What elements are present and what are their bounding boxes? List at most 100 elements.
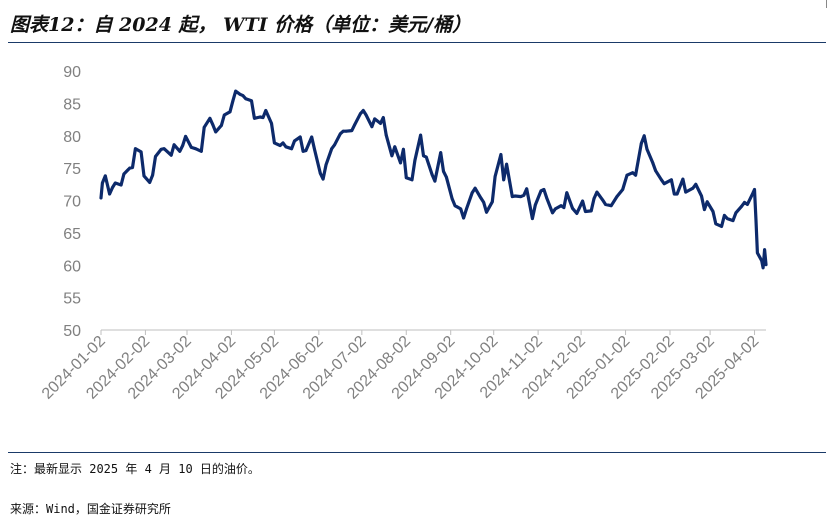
data-point	[122, 172, 126, 176]
data-point	[404, 176, 408, 180]
data-point	[202, 125, 206, 129]
data-point	[631, 171, 635, 175]
data-point	[321, 177, 325, 181]
data-point	[379, 122, 382, 125]
data-point	[234, 89, 238, 93]
y-tick-label: 65	[63, 226, 81, 243]
data-point	[479, 196, 483, 200]
data-point	[751, 191, 755, 195]
y-tick-label: 85	[63, 96, 81, 113]
data-point	[310, 135, 314, 139]
data-point	[714, 222, 718, 226]
data-point	[662, 182, 666, 186]
data-point	[284, 145, 288, 149]
data-point	[654, 169, 657, 173]
data-point	[293, 139, 296, 143]
data-point	[324, 163, 328, 167]
data-point	[250, 99, 253, 103]
data-point	[675, 192, 679, 196]
data-point	[178, 149, 182, 153]
data-point	[99, 196, 103, 200]
data-point	[761, 266, 765, 270]
data-point	[490, 200, 494, 204]
data-point	[304, 149, 308, 153]
data-point	[261, 116, 265, 119]
wti-price-chart: 90 85 80 75 70 65 60 55 50 2024-01-022024-02-022…	[39, 64, 768, 403]
data-point	[711, 210, 715, 213]
data-point	[672, 192, 676, 196]
data-point	[533, 203, 537, 207]
data-point	[103, 174, 107, 178]
data-point	[592, 197, 596, 201]
data-point	[344, 129, 348, 133]
data-point	[384, 133, 388, 137]
data-point	[753, 188, 756, 191]
data-point	[430, 173, 434, 177]
data-point	[493, 175, 497, 178]
data-point	[194, 147, 198, 151]
data-point	[510, 195, 514, 199]
data-point	[740, 204, 743, 208]
x-axis-tickmarks	[100, 330, 756, 335]
data-point	[734, 211, 738, 215]
data-point	[705, 200, 709, 204]
data-point	[222, 113, 226, 117]
data-point	[154, 155, 157, 158]
data-point	[470, 191, 474, 195]
series-group	[99, 89, 768, 270]
data-point	[413, 159, 417, 162]
data-point	[370, 125, 374, 129]
data-point	[723, 214, 726, 217]
data-point	[419, 133, 422, 137]
data-point	[353, 123, 357, 127]
data-point	[142, 174, 146, 178]
data-point	[410, 178, 414, 182]
data-point	[159, 147, 163, 151]
data-point	[151, 173, 155, 177]
data-point	[131, 166, 134, 169]
data-point	[746, 203, 749, 206]
data-point	[101, 181, 104, 185]
data-point	[651, 161, 655, 165]
data-point	[162, 147, 166, 151]
wti-price-line	[99, 89, 768, 270]
data-point	[148, 181, 152, 184]
data-point	[754, 219, 758, 223]
data-point	[139, 150, 143, 154]
y-tick-label: 80	[63, 129, 81, 146]
data-point	[211, 123, 215, 127]
data-point	[473, 186, 477, 190]
data-point	[113, 181, 117, 185]
data-point	[270, 122, 273, 125]
data-point	[519, 195, 523, 199]
data-point	[660, 178, 663, 182]
data-point	[108, 192, 111, 196]
y-tick-label: 90	[63, 64, 81, 81]
data-point	[681, 177, 685, 181]
bottom-rule	[8, 452, 826, 453]
data-point	[720, 225, 723, 228]
data-point	[338, 132, 342, 136]
data-point	[756, 251, 759, 255]
figure-title: 图表12：自 2024 起， WTI 价格（单位：美元/桶）	[10, 14, 472, 36]
data-point	[172, 143, 176, 147]
footnote: 注：最新显示 2025 年 4 月 10 日的油价。	[10, 462, 260, 476]
data-point	[764, 263, 768, 266]
data-point	[539, 189, 543, 193]
data-point	[725, 217, 729, 221]
data-point	[359, 112, 362, 116]
data-point	[361, 109, 365, 112]
data-point	[290, 147, 293, 151]
data-point	[238, 92, 242, 96]
data-point	[562, 206, 566, 210]
data-point	[505, 162, 508, 166]
data-point	[278, 144, 282, 147]
data-point	[595, 190, 599, 194]
data-point	[341, 129, 345, 133]
data-point	[111, 186, 114, 189]
data-point	[184, 135, 188, 138]
y-tick-label: 75	[63, 161, 81, 178]
data-point	[621, 188, 625, 191]
data-point	[298, 135, 302, 139]
data-point	[670, 178, 673, 182]
